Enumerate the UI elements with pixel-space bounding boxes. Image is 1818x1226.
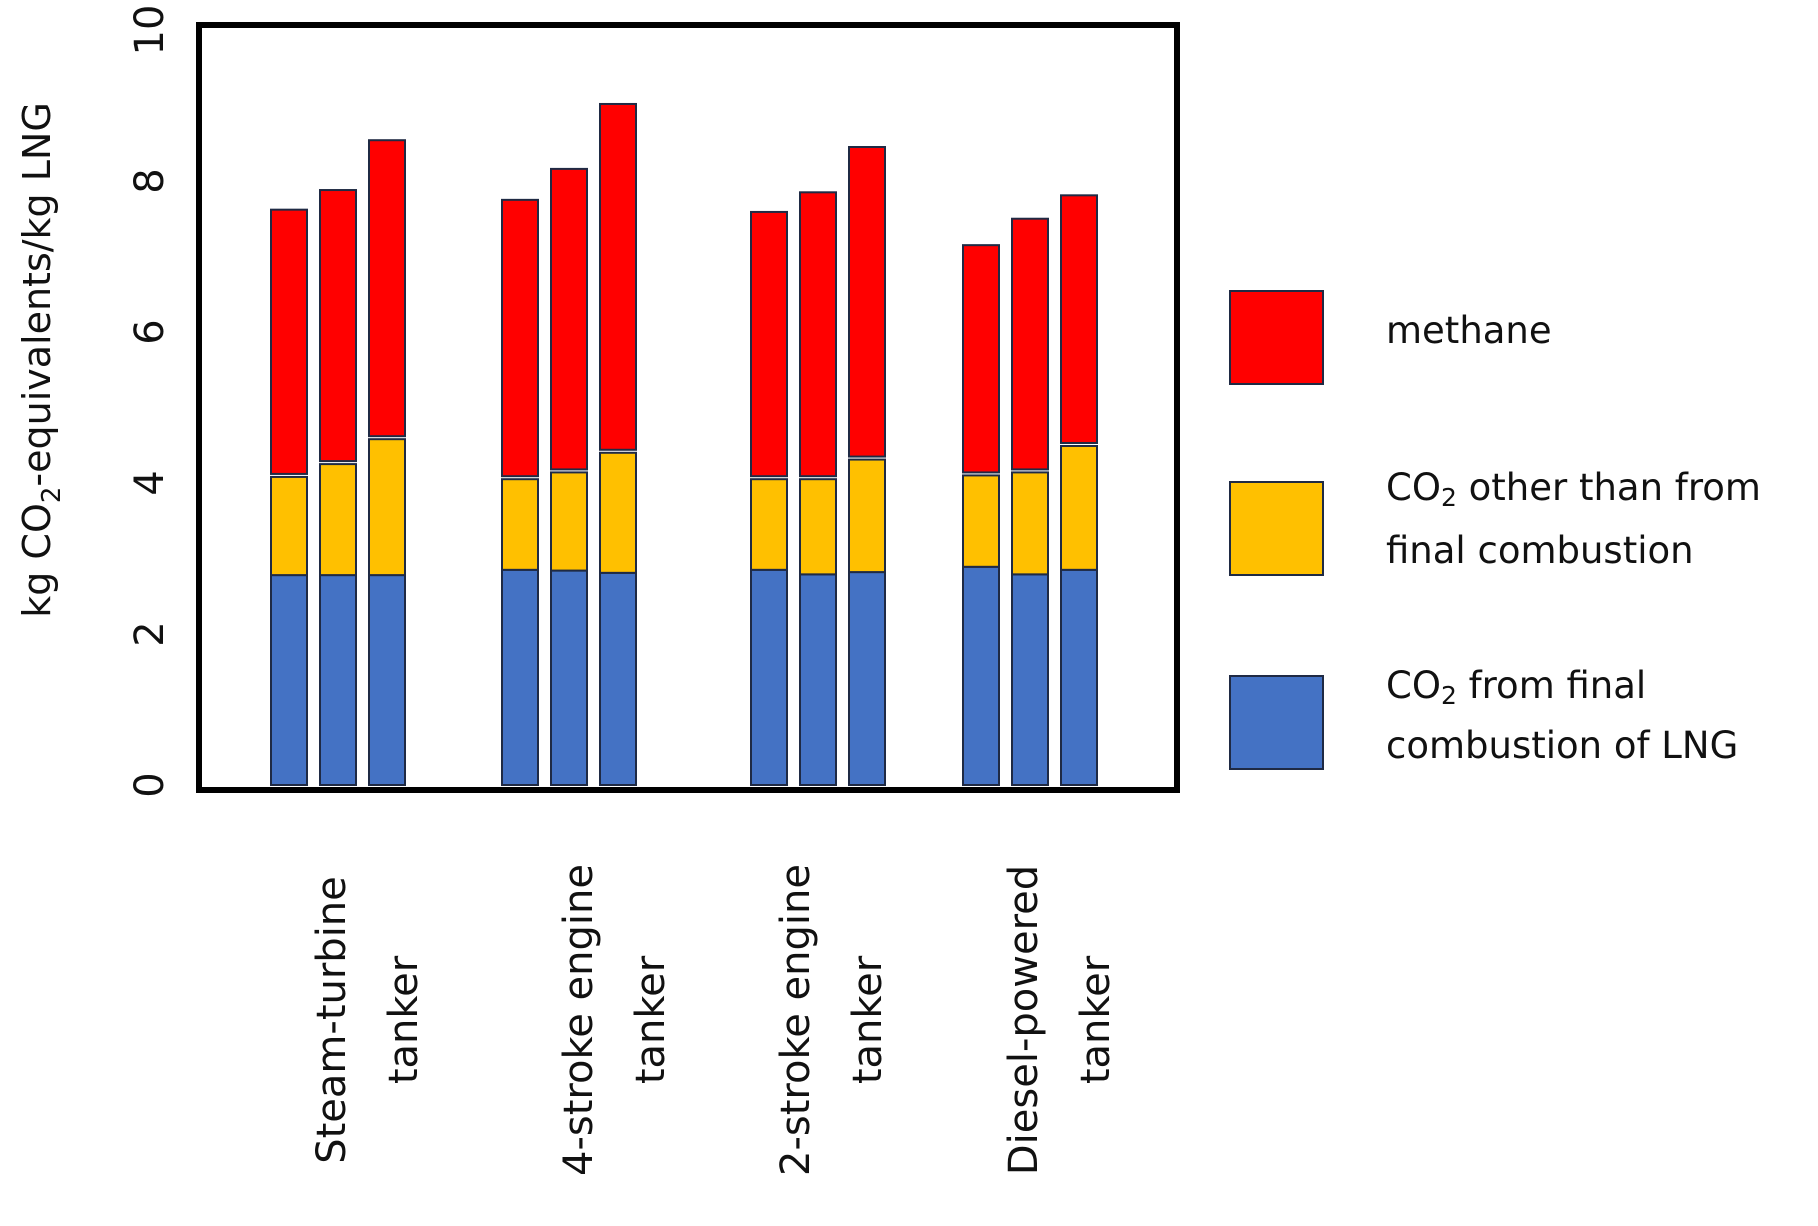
legend-swatch [1229, 675, 1324, 770]
bar-segment-co2-other [550, 471, 588, 572]
y-axis-label-pre: kg CO [15, 503, 59, 618]
legend-label: CO2 other than from [1386, 466, 1761, 512]
bar-segment-co2-other [1060, 444, 1098, 571]
x-category-label-line2: tanker [1073, 955, 1119, 1084]
legend-swatch [1229, 481, 1324, 576]
bar-segment-co2-other [319, 463, 357, 577]
bar-segment-co2-other [501, 478, 539, 571]
legend-label-subscript: 2 [1441, 681, 1457, 710]
legend-label-subscript: 2 [1441, 483, 1457, 512]
bar-segment-methane [1060, 194, 1098, 444]
bar-segment-co2-other [962, 474, 1000, 568]
y-tick-label: 0 [127, 772, 173, 797]
x-category-labels: Steam-turbine tanker 4-stroke engine tanker… [309, 864, 1119, 1176]
x-category-label-line2: tanker [845, 955, 891, 1084]
bar-segment-co2-other [1011, 471, 1049, 576]
bar-segment-co2-final [501, 568, 539, 787]
legend-swatch [1229, 290, 1324, 385]
y-tick-label: 8 [127, 168, 173, 193]
y-tick-labels: 0 2 4 6 8 10 [127, 5, 173, 798]
x-category-label-line1: 4-stroke engine [556, 864, 602, 1176]
bar-segment-co2-final [750, 568, 788, 787]
legend-label-text: final combustion [1386, 529, 1694, 572]
bar-segment-co2-final [599, 571, 637, 786]
x-category-label: Diesel-powered tanker [1001, 865, 1119, 1175]
legend-label-text: combustion of LNG [1386, 724, 1738, 767]
legend-label-text: CO [1386, 466, 1441, 509]
legend-label: CO2 from final [1386, 664, 1646, 710]
bar-segment-co2-other [368, 438, 406, 577]
legend-item-co2_other: CO2 other than from final combustion [1229, 466, 1761, 576]
legend-label-text: CO [1386, 664, 1441, 707]
x-category-label-line1: Diesel-powered [1001, 865, 1047, 1175]
y-tick-label: 4 [127, 470, 173, 495]
bar-segment-co2-final [368, 574, 406, 786]
bar-segment-methane [1011, 217, 1049, 471]
y-tick-label: 6 [127, 319, 173, 344]
legend-label: methane [1386, 309, 1552, 352]
x-category-label: Steam-turbine tanker [309, 876, 427, 1164]
bar-segment-co2-final [1011, 573, 1049, 786]
bar-segment-methane [270, 208, 308, 475]
bar-segment-methane [848, 146, 886, 458]
bar-segment-methane [799, 191, 837, 478]
bar-segment-co2-other [799, 478, 837, 576]
bar-segment-methane [501, 198, 539, 478]
legend-label-text: methane [1386, 309, 1552, 352]
x-category-label: 4-stroke engine tanker [556, 864, 674, 1176]
bar-segment-methane [368, 139, 406, 438]
bar-segment-co2-other [848, 458, 886, 574]
bar-segment-co2-final [799, 573, 837, 786]
plot-frame [196, 22, 1180, 793]
bar-segment-co2-final [1060, 568, 1098, 787]
x-category-label-line1: Steam-turbine [309, 876, 355, 1164]
x-category-label-line1: 2-stroke engine [773, 864, 819, 1176]
bar-segment-co2-final [962, 565, 1000, 786]
legend-item-co2_final: CO2 from final combustion of LNG [1229, 664, 1738, 770]
bar-segment-co2-final [550, 569, 588, 787]
bar-segment-methane [962, 244, 1000, 474]
bar-segment-co2-other [750, 478, 788, 571]
legend-label-text: from final [1457, 664, 1646, 707]
bar-segment-co2-final [270, 574, 308, 786]
legend-item-methane: methane [1229, 290, 1552, 385]
y-axis-label-post: -equivalents/kg LNG [15, 102, 59, 486]
legend-label: final combustion [1386, 529, 1694, 572]
y-axis-label: kg CO2-equivalents/kg LNG [15, 102, 67, 618]
bar-segment-co2-other [599, 451, 637, 574]
legend-label-text: other than from [1457, 466, 1761, 509]
x-category-label-line2: tanker [628, 955, 674, 1084]
bar-segment-methane [599, 102, 637, 451]
y-axis-label-sub: 2 [37, 487, 67, 504]
bar-segment-co2-final [319, 574, 357, 786]
bar-segment-co2-final [848, 571, 886, 787]
bar-segment-methane [319, 189, 357, 463]
bar-segment-co2-other [270, 475, 308, 577]
x-category-label: 2-stroke engine tanker [773, 864, 891, 1176]
x-category-label-line2: tanker [381, 955, 427, 1084]
legend-label: combustion of LNG [1386, 724, 1738, 767]
bar-segment-methane [550, 167, 588, 471]
y-tick-label: 10 [127, 5, 173, 56]
y-tick-label: 2 [127, 621, 173, 646]
bar-segment-methane [750, 210, 788, 478]
bars-layer [270, 102, 1098, 787]
